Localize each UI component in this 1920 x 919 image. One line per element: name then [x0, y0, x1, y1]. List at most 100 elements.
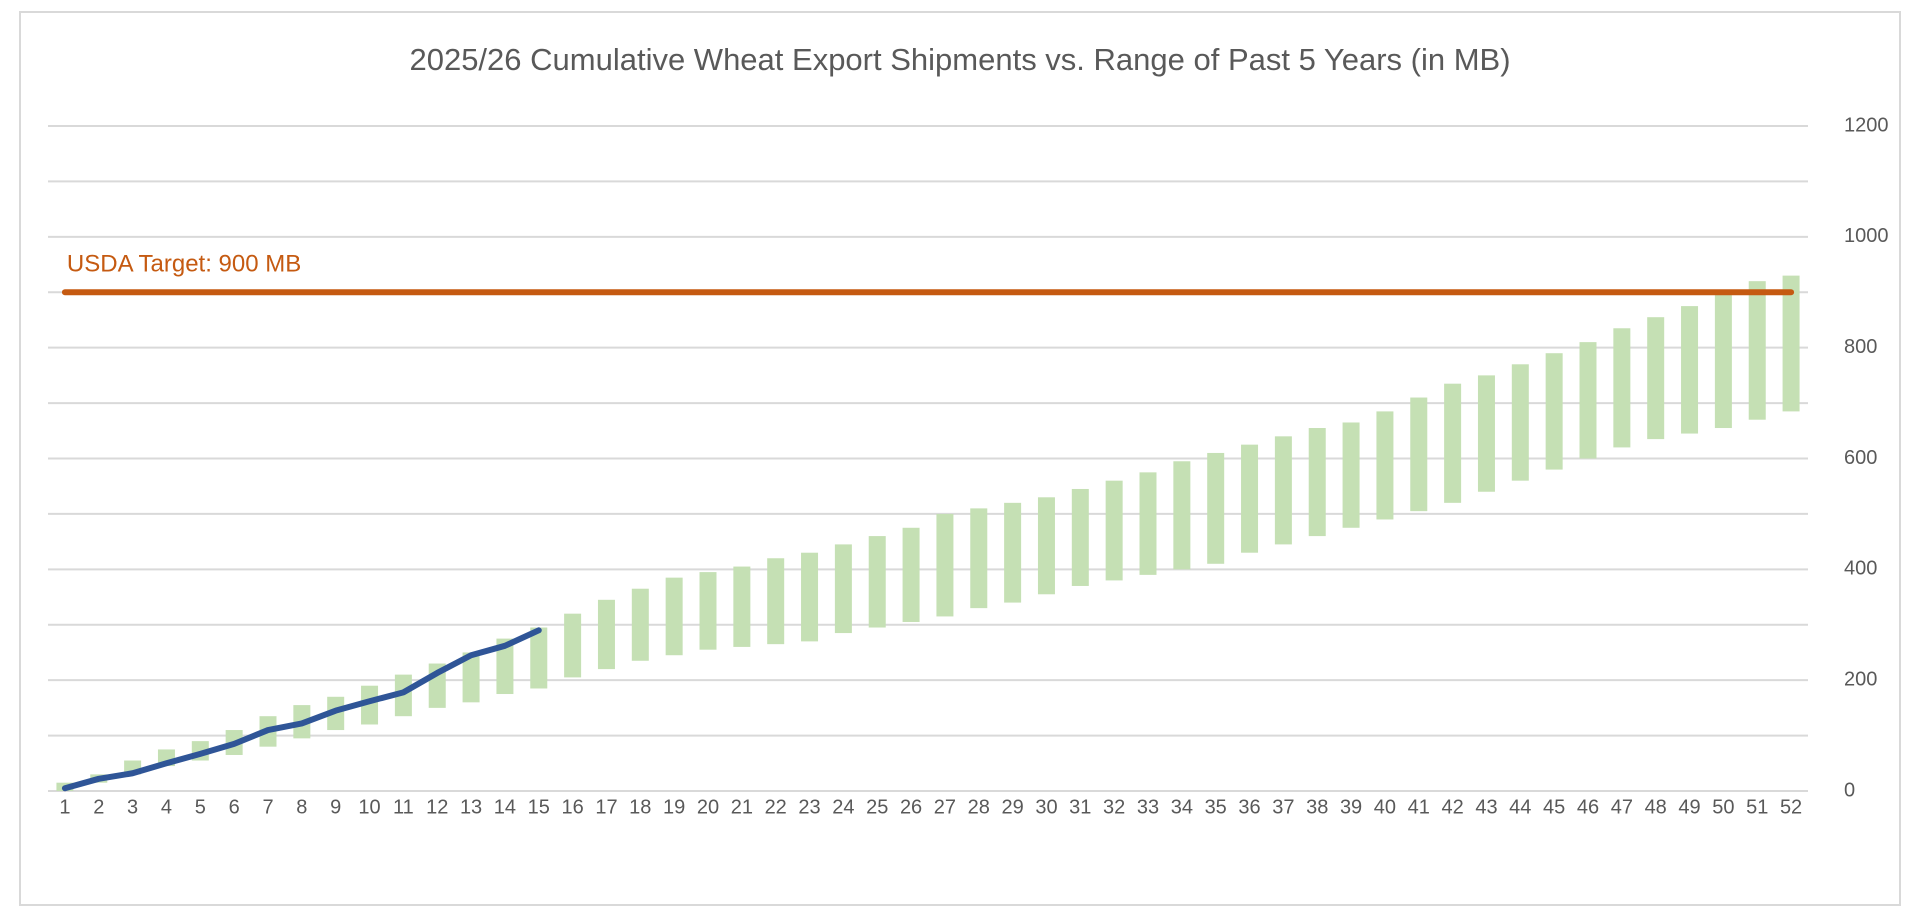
x-tick-label: 5 [195, 796, 206, 818]
line-series [61, 627, 542, 792]
x-tick-label: 38 [1306, 796, 1328, 818]
range-bar [1782, 275, 1800, 412]
range-bar [1714, 295, 1732, 429]
range-bar [665, 577, 683, 656]
x-tick-label: 31 [1069, 796, 1091, 818]
range-bar [801, 552, 819, 642]
range-bar [361, 685, 379, 725]
y-tick-label: 200 [1844, 668, 1877, 690]
range-bar [1613, 328, 1631, 448]
x-tick-label: 18 [629, 796, 651, 818]
range-bar [1342, 422, 1360, 528]
range-bar [834, 544, 852, 634]
target-label: USDA Target: 900 MB [67, 251, 301, 278]
range-bar [1410, 397, 1428, 512]
x-tick-label: 50 [1712, 796, 1734, 818]
range-bar [1444, 383, 1462, 503]
x-tick-label: 45 [1543, 796, 1565, 818]
x-tick-label: 24 [832, 796, 854, 818]
range-bar [1647, 317, 1665, 440]
x-tick-label: 11 [393, 796, 414, 818]
x-tick-label: 15 [528, 796, 550, 818]
x-tick-label: 16 [561, 796, 583, 818]
x-tick-label: 19 [663, 796, 685, 818]
x-tick-label: 35 [1205, 796, 1227, 818]
range-bar [631, 588, 649, 661]
x-tick-label: 37 [1272, 796, 1294, 818]
range-bar [1004, 502, 1022, 603]
x-tick-label: 8 [296, 796, 307, 818]
x-tick-label: 43 [1475, 796, 1497, 818]
x-tick-label: 6 [229, 796, 240, 818]
range-bar [1477, 375, 1495, 492]
range-bar [1207, 452, 1225, 564]
x-tick-label: 41 [1408, 796, 1430, 818]
range-bar [1579, 342, 1597, 459]
range-bar [1139, 472, 1157, 575]
x-tick-label: 2 [93, 796, 104, 818]
x-tick-label: 48 [1645, 796, 1667, 818]
x-tick-label: 23 [798, 796, 820, 818]
x-tick-label: 26 [900, 796, 922, 818]
x-tick-label: 44 [1509, 796, 1531, 818]
x-tick-label: 51 [1746, 796, 1768, 818]
range-bar [597, 599, 615, 670]
y-tick-label: 0 [1844, 779, 1855, 801]
x-tick-label: 47 [1611, 796, 1633, 818]
range-bar [564, 613, 582, 678]
x-tick-label: 14 [494, 796, 516, 818]
range-bar [1173, 461, 1191, 570]
x-tick-label: 40 [1374, 796, 1396, 818]
range-bar [868, 536, 886, 628]
x-tick-label: 22 [765, 796, 787, 818]
x-tick-label: 39 [1340, 796, 1362, 818]
x-tick-label: 10 [358, 796, 380, 818]
y-tick-label: 800 [1844, 336, 1877, 358]
x-tick-label: 20 [697, 796, 719, 818]
x-tick-label: 17 [595, 796, 617, 818]
y-tick-label: 1000 [1844, 225, 1889, 247]
x-tick-label: 4 [161, 796, 172, 818]
range-bar [1308, 428, 1326, 537]
range-bar [1071, 488, 1089, 586]
range-bar [1545, 353, 1563, 470]
x-tick-label: 21 [731, 796, 753, 818]
range-bar [1511, 364, 1529, 481]
x-tick-label: 52 [1780, 796, 1802, 818]
x-tick-label: 32 [1103, 796, 1125, 818]
range-bar [1681, 306, 1699, 434]
x-tick-label: 13 [460, 796, 482, 818]
range-bar [1241, 444, 1259, 553]
range-bar [902, 527, 920, 622]
x-tick-label: 49 [1678, 796, 1700, 818]
range-bar [1274, 436, 1292, 545]
y-tick-label: 400 [1844, 558, 1877, 580]
range-bar [767, 558, 785, 645]
x-tick-label: 34 [1171, 796, 1193, 818]
y-tick-label: 1200 [1844, 114, 1889, 136]
range-bar [1376, 411, 1394, 520]
x-tick-label: 42 [1441, 796, 1463, 818]
x-tick-label: 3 [127, 796, 138, 818]
range-bar [970, 508, 988, 609]
chart-title: 2025/26 Cumulative Wheat Export Shipment… [409, 42, 1510, 77]
x-tick-label: 12 [426, 796, 448, 818]
x-tick-label: 30 [1035, 796, 1057, 818]
range-bar [530, 627, 548, 689]
range-bar [1037, 497, 1055, 595]
range-bar [699, 572, 717, 650]
range-bar [1748, 281, 1766, 420]
range-bar [936, 513, 954, 617]
x-tick-label: 1 [59, 796, 70, 818]
range-bar [1105, 480, 1123, 581]
y-tick-label: 600 [1844, 447, 1877, 469]
x-tick-label: 29 [1001, 796, 1023, 818]
range-bar [462, 652, 480, 703]
x-tick-label: 46 [1577, 796, 1599, 818]
x-tick-label: 36 [1238, 796, 1260, 818]
x-tick-label: 25 [866, 796, 888, 818]
x-tick-label: 7 [262, 796, 273, 818]
x-tick-label: 33 [1137, 796, 1159, 818]
